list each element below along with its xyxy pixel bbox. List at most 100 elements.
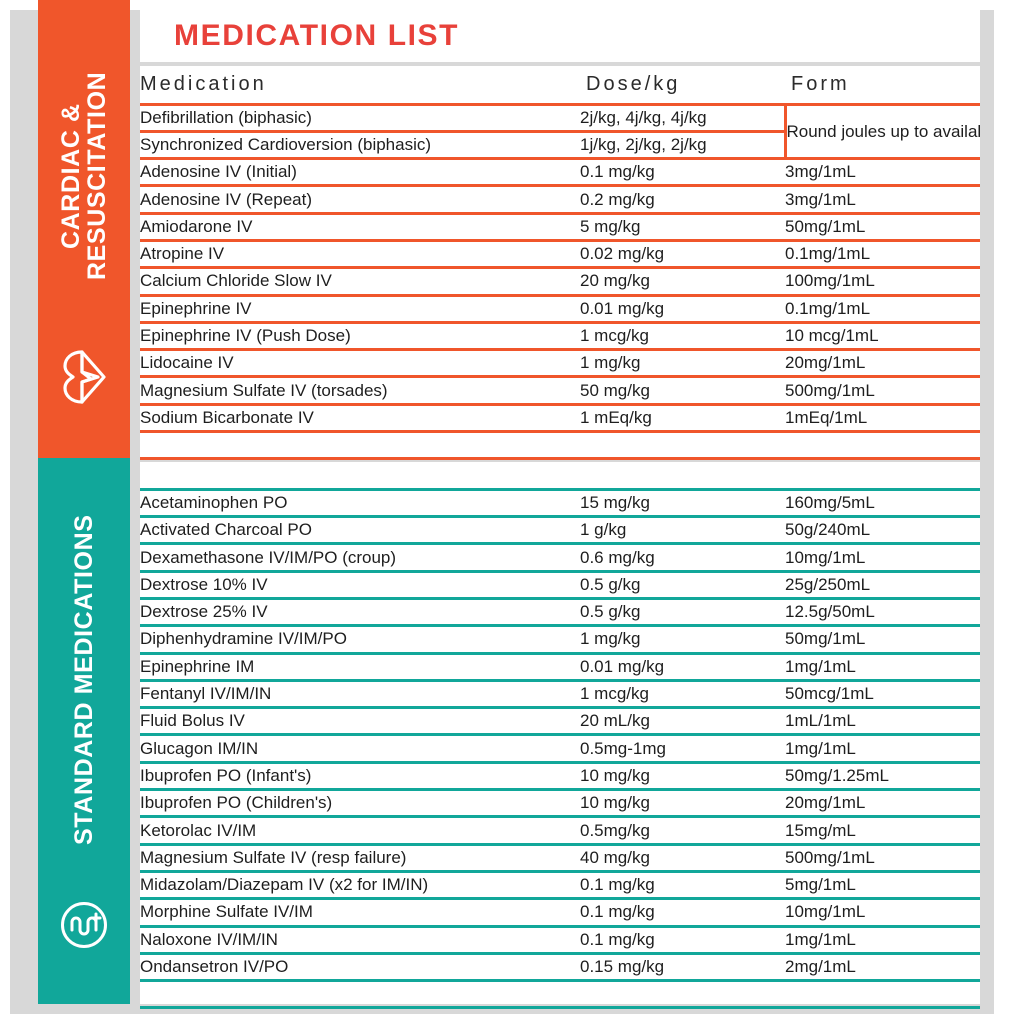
table-row[interactable]: Acetaminophen PO 15 mg/kg 160mg/5mL [140, 489, 980, 519]
cell-empty [785, 980, 980, 1010]
cell-dose: 20 mg/kg [580, 267, 785, 297]
cell-form: 1mL/1mL [785, 707, 980, 737]
cell-empty [580, 980, 785, 1010]
table-row[interactable]: Morphine Sulfate IV/IM 0.1 mg/kg 10mg/1m… [140, 898, 980, 928]
cell-empty [140, 1008, 580, 1024]
cell-form: 10mg/1mL [785, 898, 980, 928]
cell-form: 50mg/1mL [785, 213, 980, 243]
cell-form: 15mg/mL [785, 816, 980, 846]
cell-empty [785, 431, 980, 461]
table-row[interactable]: Magnesium Sulfate IV (torsades) 50 mg/kg… [140, 376, 980, 406]
table-row[interactable]: Dextrose 10% IV 0.5 g/kg 25g/250mL [140, 571, 980, 601]
pill-circle-icon [57, 898, 111, 952]
column-header-medication: Medication [140, 66, 580, 106]
cell-form-merged-note: Round joules up to available setting [783, 104, 980, 161]
table-row[interactable]: Adenosine IV (Initial) 0.1 mg/kg 3mg/1mL [140, 158, 980, 188]
table-row[interactable]: Ibuprofen PO (Children's) 10 mg/kg 20mg/… [140, 789, 980, 819]
cell-dose: 0.1 mg/kg [580, 158, 785, 188]
table-header-row: Medication Dose/kg Form [140, 66, 980, 106]
cell-dose: 10 mg/kg [580, 789, 785, 819]
cell-dose: 0.2 mg/kg [580, 185, 785, 215]
cardiac-medication-table: Medication Dose/kg Form Defibrillation (… [140, 66, 980, 486]
table-row[interactable]: Activated Charcoal PO 1 g/kg 50g/240mL [140, 516, 980, 546]
table-row[interactable]: Ketorolac IV/IM 0.5mg/kg 15mg/mL [140, 816, 980, 846]
cell-form: 5mg/1mL [785, 871, 980, 901]
cell-medication: Epinephrine IM [140, 653, 580, 682]
cell-medication: Dextrose 25% IV [140, 598, 580, 628]
column-header-dose: Dose/kg [580, 66, 785, 106]
cell-medication: Magnesium Sulfate IV (resp failure) [140, 844, 580, 873]
table-row[interactable]: Fluid Bolus IV 20 mL/kg 1mL/1mL [140, 707, 980, 737]
table-row[interactable]: Ondansetron IV/PO 0.15 mg/kg 2mg/1mL [140, 953, 980, 983]
cell-medication: Fentanyl IV/IM/IN [140, 680, 580, 710]
cell-dose: 1 mg/kg [580, 349, 785, 379]
table-row[interactable]: Amiodarone IV 5 mg/kg 50mg/1mL [140, 213, 980, 243]
cell-dose: 0.1 mg/kg [580, 898, 785, 928]
cell-medication: Epinephrine IV [140, 295, 580, 324]
cell-dose: 0.01 mg/kg [580, 653, 785, 682]
table-row[interactable]: Fentanyl IV/IM/IN 1 mcg/kg 50mcg/1mL [140, 680, 980, 710]
cell-medication: Dextrose 10% IV [140, 571, 580, 601]
cell-dose: 1j/kg, 2j/kg, 2j/kg [580, 131, 785, 161]
cardiac-table-panel: Medication Dose/kg Form Defibrillation (… [140, 66, 980, 461]
cell-form: 500mg/1mL [785, 844, 980, 873]
cell-dose: 1 mcg/kg [580, 322, 785, 352]
table-row[interactable]: Dextrose 25% IV 0.5 g/kg 12.5g/50mL [140, 598, 980, 628]
cell-form: 10mg/1mL [785, 543, 980, 573]
cell-dose: 20 mL/kg [580, 707, 785, 737]
table-row[interactable]: Midazolam/Diazepam IV (x2 for IM/IN) 0.1… [140, 871, 980, 901]
cell-form: 20mg/1mL [785, 349, 980, 379]
cell-medication: Adenosine IV (Repeat) [140, 185, 580, 215]
sidebar-cardiac-resuscitation[interactable]: CARDIAC & RESUSCITATION [38, 0, 130, 458]
cell-medication: Defibrillation (biphasic) [140, 104, 580, 133]
cell-medication: Adenosine IV (Initial) [140, 158, 580, 188]
cell-dose: 15 mg/kg [580, 489, 785, 519]
table-row-empty [140, 431, 980, 461]
cell-dose: 5 mg/kg [580, 213, 785, 243]
table-row[interactable]: Epinephrine IM 0.01 mg/kg 1mg/1mL [140, 653, 980, 682]
cell-form: 10 mcg/1mL [785, 322, 980, 352]
table-row[interactable]: Synchronized Cardioversion (biphasic) 1j… [140, 131, 980, 161]
cardiac-table-body: Defibrillation (biphasic) 2j/kg, 4j/kg, … [140, 104, 980, 486]
sidebar-cardiac-label: CARDIAC & RESUSCITATION [57, 71, 111, 281]
cell-empty [140, 980, 580, 1010]
cell-medication: Midazolam/Diazepam IV (x2 for IM/IN) [140, 871, 580, 901]
table-row[interactable]: Calcium Chloride Slow IV 20 mg/kg 100mg/… [140, 267, 980, 297]
table-row[interactable]: Sodium Bicarbonate IV 1 mEq/kg 1mEq/1mL [140, 404, 980, 434]
table-row[interactable]: Lidocaine IV 1 mg/kg 20mg/1mL [140, 349, 980, 379]
cell-form: 0.1mg/1mL [785, 295, 980, 324]
table-row[interactable]: Atropine IV 0.02 mg/kg 0.1mg/1mL [140, 240, 980, 270]
table-row[interactable]: Ibuprofen PO (Infant's) 10 mg/kg 50mg/1.… [140, 762, 980, 792]
cell-empty [785, 462, 980, 491]
cell-medication: Naloxone IV/IM/IN [140, 926, 580, 955]
heart-bolt-icon [58, 348, 110, 406]
table-row-empty [140, 980, 980, 1010]
sidebar-standard-medications[interactable]: STANDARD MEDICATIONS [38, 458, 130, 1004]
standard-table-body: Acetaminophen PO 15 mg/kg 160mg/5mL Acti… [140, 462, 980, 1024]
cell-form: 3mg/1mL [785, 158, 980, 188]
cell-medication: Ibuprofen PO (Children's) [140, 789, 580, 819]
table-row[interactable]: Naloxone IV/IM/IN 0.1 mg/kg 1mg/1mL [140, 926, 980, 955]
cell-medication: Activated Charcoal PO [140, 516, 580, 546]
cell-medication: Synchronized Cardioversion (biphasic) [140, 131, 580, 161]
cell-medication: Acetaminophen PO [140, 489, 580, 519]
table-row[interactable]: Epinephrine IV (Push Dose) 1 mcg/kg 10 m… [140, 322, 980, 352]
cell-empty [785, 1008, 980, 1024]
cell-dose: 1 mg/kg [580, 625, 785, 655]
cell-medication: Lidocaine IV [140, 349, 580, 379]
cell-form: 12.5g/50mL [785, 598, 980, 628]
table-row[interactable]: Diphenhydramine IV/IM/PO 1 mg/kg 50mg/1m… [140, 625, 980, 655]
table-row[interactable]: Glucagon IM/IN 0.5mg-1mg 1mg/1mL [140, 734, 980, 764]
table-row[interactable]: Epinephrine IV 0.01 mg/kg 0.1mg/1mL [140, 295, 980, 324]
sidebar-standard-label: STANDARD MEDICATIONS [70, 514, 98, 846]
table-row[interactable]: Dexamethasone IV/IM/PO (croup) 0.6 mg/kg… [140, 543, 980, 573]
cell-form: 25g/250mL [785, 571, 980, 601]
table-row[interactable]: Magnesium Sulfate IV (resp failure) 40 m… [140, 844, 980, 873]
table-row[interactable]: Adenosine IV (Repeat) 0.2 mg/kg 3mg/1mL [140, 185, 980, 215]
cell-medication: Magnesium Sulfate IV (torsades) [140, 376, 580, 406]
cell-medication: Ibuprofen PO (Infant's) [140, 762, 580, 792]
cell-dose: 0.1 mg/kg [580, 871, 785, 901]
cell-medication: Atropine IV [140, 240, 580, 270]
table-row[interactable]: Defibrillation (biphasic) 2j/kg, 4j/kg, … [140, 104, 980, 161]
